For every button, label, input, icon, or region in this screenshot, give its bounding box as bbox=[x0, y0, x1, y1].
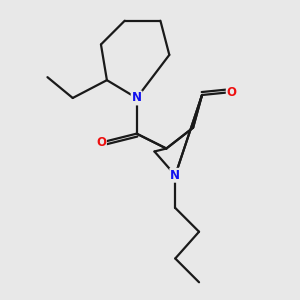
Text: O: O bbox=[227, 85, 237, 98]
Text: N: N bbox=[132, 92, 142, 104]
Text: O: O bbox=[96, 136, 106, 149]
Text: N: N bbox=[170, 169, 180, 182]
